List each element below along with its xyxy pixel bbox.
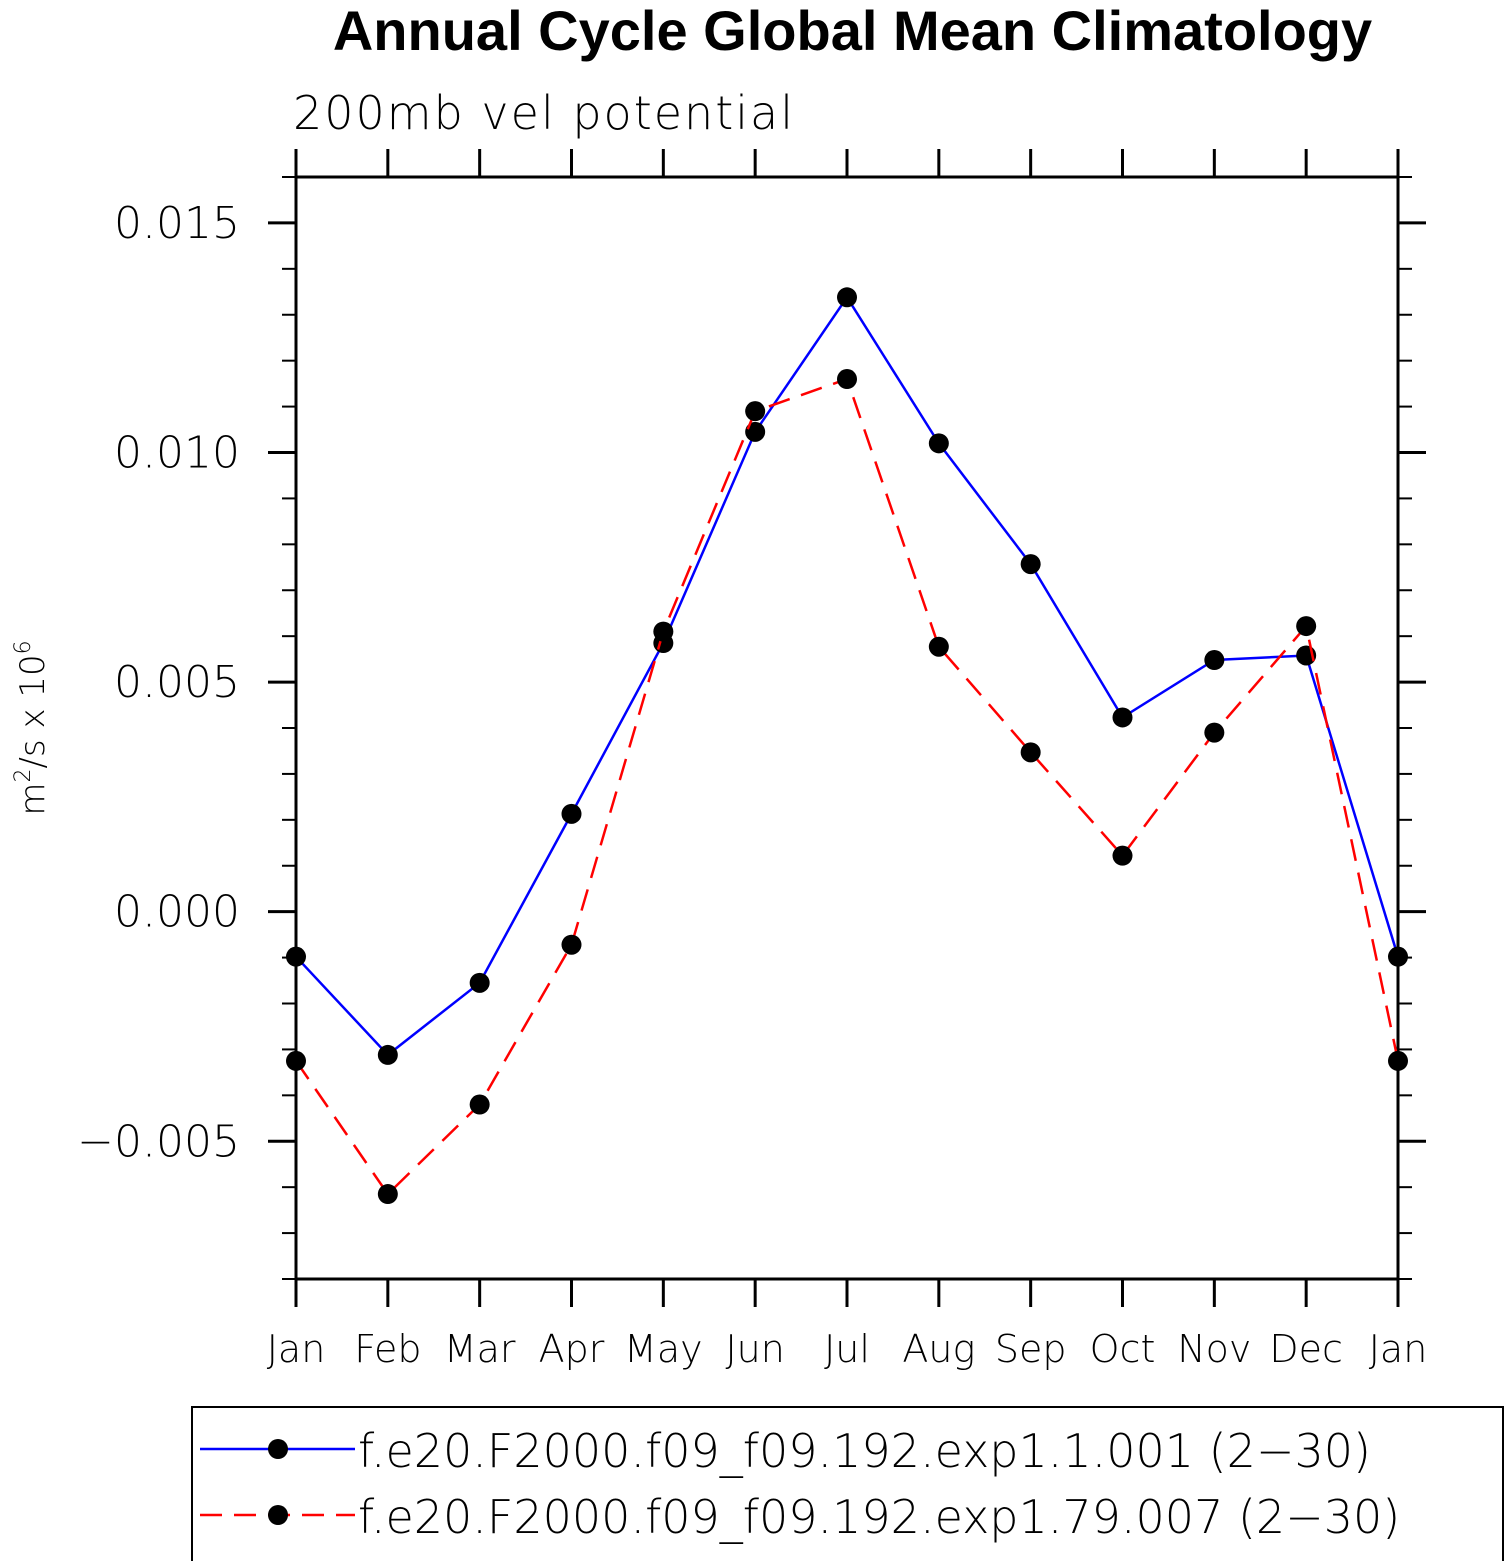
y-tick-label: 0.010 <box>114 428 240 479</box>
data-point <box>469 972 490 993</box>
data-point <box>653 621 674 642</box>
legend-label-series-1: f.e20.F2000.f09_f09.192.exp1.1.001 (2−30… <box>358 1424 1371 1478</box>
x-tick-label: Dec <box>1269 1327 1343 1371</box>
data-point <box>377 1184 398 1205</box>
chart-subtitle: 200mb vel potential <box>293 86 795 140</box>
y-tick-label: 0.005 <box>114 657 240 708</box>
x-tick-label: Mar <box>444 1327 516 1371</box>
axis-ticks <box>268 149 1426 1307</box>
data-point <box>1112 845 1133 866</box>
chart-title: Annual Cycle Global Mean Climatology <box>332 0 1373 62</box>
x-tick-label: Oct <box>1090 1327 1156 1371</box>
data-point <box>1204 650 1225 671</box>
y-tick-label: −0.005 <box>77 1116 240 1167</box>
x-tick-label: May <box>624 1327 703 1371</box>
legend-box <box>191 1406 1504 1561</box>
data-point <box>286 946 306 967</box>
y-tick-label: 0.000 <box>114 887 240 938</box>
data-point <box>1296 616 1317 637</box>
data-point <box>928 636 949 657</box>
series-2 <box>286 369 1408 1205</box>
data-point <box>1020 554 1041 575</box>
series-line-2 <box>294 377 1400 1197</box>
x-tick-label: Aug <box>902 1327 975 1371</box>
data-point <box>745 401 766 422</box>
series-1 <box>286 287 1408 1065</box>
y-tick-labels: −0.005 0.000 0.005 0.010 0.015 <box>77 198 240 1167</box>
y-tick-label: 0.015 <box>114 198 240 249</box>
data-point <box>561 934 582 955</box>
data-point <box>1388 1050 1408 1071</box>
data-point <box>1112 707 1133 728</box>
x-tick-label: Jun <box>725 1327 784 1371</box>
x-tick-label: Feb <box>354 1327 421 1371</box>
series-line-1 <box>295 295 1400 1057</box>
data-point <box>561 803 582 824</box>
data-point <box>837 369 857 390</box>
legend-label-series-2: f.e20.F2000.f09_f09.192.exp1.79.007 (2−3… <box>358 1490 1400 1544</box>
x-tick-labels: Jan Feb Mar Apr May Jun Jul Aug Sep Oct Nov Dec Jan <box>267 1327 1428 1371</box>
x-tick-label: Jan <box>1369 1327 1428 1371</box>
data-point <box>377 1044 398 1065</box>
data-point <box>1020 742 1041 763</box>
data-point <box>469 1094 490 1115</box>
x-tick-label: Sep <box>995 1327 1067 1371</box>
data-point <box>745 421 766 442</box>
x-tick-label: Apr <box>539 1327 605 1371</box>
legend: f.e20.F2000.f09_f09.192.exp1.1.001 (2−30… <box>191 1406 1504 1561</box>
x-tick-label: Jan <box>267 1327 326 1371</box>
series-layer <box>286 287 1408 1205</box>
data-point <box>1204 722 1225 743</box>
plot-frame <box>294 175 1400 1281</box>
data-point <box>1388 946 1408 967</box>
legend-marker-series-2 <box>268 1505 288 1525</box>
y-axis-label: m2/s x 106 <box>11 640 53 815</box>
data-point <box>286 1050 306 1071</box>
legend-marker-series-1 <box>268 1439 288 1459</box>
data-point <box>928 433 949 454</box>
x-tick-label: Nov <box>1177 1327 1251 1371</box>
data-point <box>837 287 857 308</box>
x-tick-label: Jul <box>824 1327 870 1371</box>
